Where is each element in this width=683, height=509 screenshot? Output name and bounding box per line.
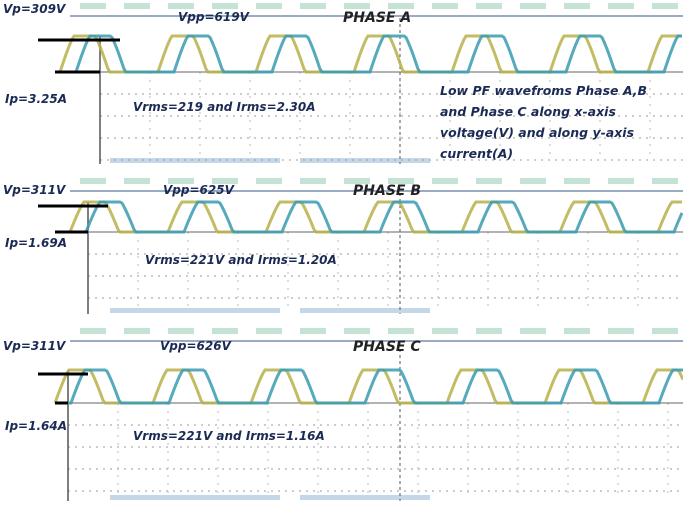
header-blur: [520, 178, 546, 184]
header-blur: [344, 3, 370, 9]
header-blur: [432, 328, 458, 334]
footer-blur: [110, 495, 280, 500]
header-blur: [652, 178, 678, 184]
header-blur: [388, 3, 414, 9]
ip-label: Ip=1.64A: [5, 419, 67, 433]
header-blur: [256, 178, 282, 184]
header-blur: [344, 328, 370, 334]
ip-label: Ip=1.69A: [5, 236, 67, 250]
header-blur: [608, 328, 634, 334]
footer-blur: [110, 308, 280, 313]
header-blur: [124, 3, 150, 9]
phase-title: PHASE A: [343, 10, 411, 26]
header-blur: [564, 178, 590, 184]
header-blur: [608, 3, 634, 9]
header-blur: [520, 328, 546, 334]
header-blur: [652, 328, 678, 334]
header-blur: [652, 3, 678, 9]
phase-title: PHASE C: [353, 339, 421, 355]
header-blur: [168, 328, 194, 334]
oscilloscope-traces: [0, 0, 683, 509]
vp-label: Vp=311V: [3, 339, 65, 353]
header-blur: [300, 3, 326, 9]
rms-label: Vrms=219 and Irms=2.30A: [133, 100, 316, 114]
rms-label: Vrms=221V and Irms=1.20A: [145, 253, 337, 267]
waveform: [70, 202, 682, 232]
vp-label: Vp=309V: [3, 2, 65, 16]
waveform: [55, 370, 683, 403]
header-blur: [212, 328, 238, 334]
header-blur: [388, 328, 414, 334]
header-blur: [80, 3, 106, 9]
phase-title: PHASE B: [353, 183, 421, 199]
header-blur: [608, 178, 634, 184]
vpp-label: Vpp=626V: [160, 339, 231, 353]
header-blur: [80, 178, 106, 184]
vpp-label: Vpp=619V: [178, 10, 249, 24]
header-blur: [256, 3, 282, 9]
header-blur: [300, 328, 326, 334]
vpp-label: Vpp=625V: [163, 183, 234, 197]
page: Vp=309V Vpp=619V PHASE A Ip=3.25A Vrms=2…: [0, 0, 683, 509]
vp-label: Vp=311V: [3, 183, 65, 197]
header-blur: [476, 3, 502, 9]
header-blur: [256, 328, 282, 334]
footer-blur: [300, 158, 430, 163]
ip-label: Ip=3.25A: [5, 92, 67, 106]
footer-blur: [300, 495, 430, 500]
header-blur: [432, 178, 458, 184]
header-blur: [432, 3, 458, 9]
rms-label: Vrms=221V and Irms=1.16A: [133, 429, 325, 443]
header-blur: [476, 178, 502, 184]
header-blur: [476, 328, 502, 334]
header-blur: [168, 3, 194, 9]
header-blur: [124, 178, 150, 184]
header-blur: [564, 3, 590, 9]
header-blur: [80, 328, 106, 334]
header-blur: [124, 328, 150, 334]
header-blur: [564, 328, 590, 334]
header-blur: [212, 3, 238, 9]
header-blur: [300, 178, 326, 184]
footer-blur: [300, 308, 430, 313]
caption-note: Low PF wavefroms Phase A,B and Phase C a…: [440, 80, 655, 164]
header-blur: [520, 3, 546, 9]
